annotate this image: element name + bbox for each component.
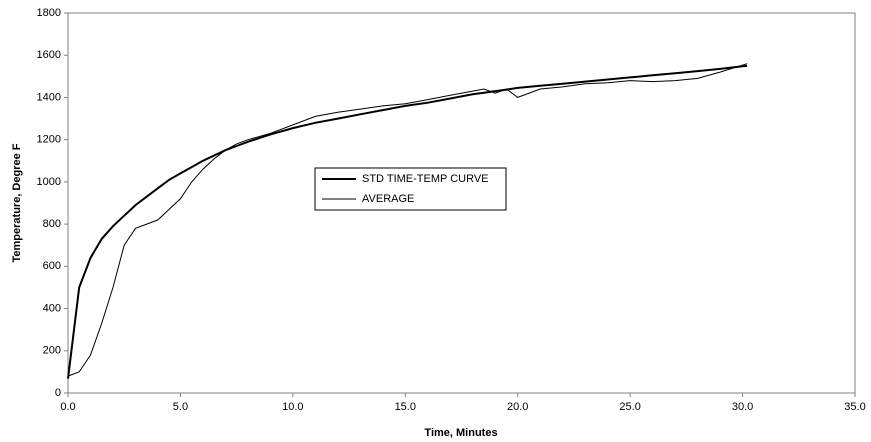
legend	[314, 167, 507, 211]
y-axis-title: Temperature, Degree F	[11, 143, 23, 262]
y-tick-label: 800	[43, 218, 61, 230]
plot-frame	[67, 12, 856, 394]
series-line	[67, 64, 748, 379]
series-line	[67, 63, 748, 377]
y-tick-label: 1400	[37, 91, 61, 103]
x-tick-label: 20.0	[507, 401, 528, 413]
x-tick-label: 5.0	[173, 401, 188, 413]
y-tick-label: 1600	[37, 49, 61, 61]
legend-label: STD TIME-TEMP CURVE	[362, 173, 489, 185]
x-tick-label: 10.0	[282, 401, 303, 413]
x-tick-label: 15.0	[395, 401, 416, 413]
y-tick-label: 600	[43, 260, 61, 272]
y-tick-label: 200	[43, 345, 61, 357]
y-tick-label: 1000	[37, 176, 61, 188]
x-tick-label: 35.0	[844, 401, 865, 413]
y-tick-label: 1800	[37, 7, 61, 19]
y-tick-label: 0	[55, 387, 61, 399]
x-tick-label: 25.0	[619, 401, 640, 413]
y-tick-label: 1200	[37, 134, 61, 146]
x-tick-label: 0.0	[60, 401, 75, 413]
y-tick-label: 400	[43, 302, 61, 314]
x-tick-label: 30.0	[732, 401, 753, 413]
x-axis-title: Time, Minutes	[424, 427, 497, 439]
legend-label: AVERAGE	[362, 193, 414, 205]
